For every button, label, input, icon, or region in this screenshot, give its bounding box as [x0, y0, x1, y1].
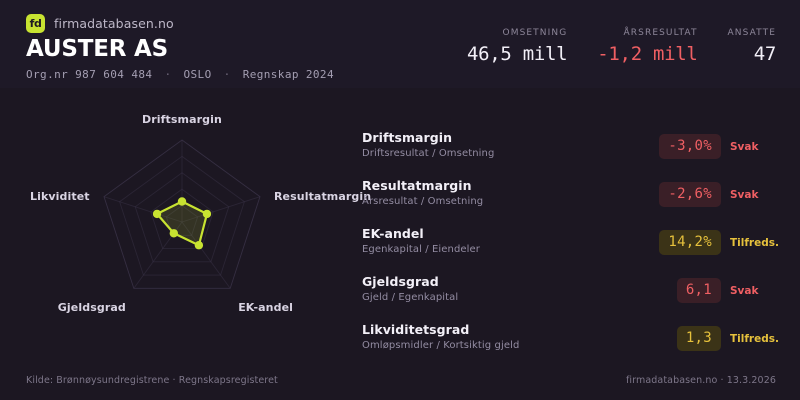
radar-axis-label-resultatmargin: Resultatmargin — [273, 189, 372, 203]
metric-value-group: 6,1 Svak — [676, 278, 782, 303]
metric-value-group: -2,6% Svak — [659, 182, 782, 207]
radar-axis-label-driftsmargin: Driftsmargin — [142, 113, 222, 126]
company-accounting-year: Regnskap 2024 — [242, 68, 334, 81]
radar-data-points — [152, 197, 212, 250]
meta-separator-1: · — [164, 68, 172, 81]
radar-chart: Driftsmargin Resultatmargin EK-andel Gje… — [0, 88, 371, 350]
metric-row[interactable]: Gjeldsgrad Gjeld / Egenkapital 6,1 Svak — [362, 274, 782, 314]
metrics-list: Driftsmargin Driftsresultat / Omsetning … — [362, 130, 782, 370]
metric-row[interactable]: EK-andel Egenkapital / Eiendeler 14,2% T… — [362, 226, 782, 266]
brand[interactable]: fd firmadatabasen.no — [26, 14, 174, 33]
metric-value-badge: -3,0% — [659, 134, 721, 159]
radar-spokes — [103, 140, 261, 289]
stat-omsetning: OMSETNING 46,5 mill — [467, 28, 568, 65]
stat-value: 47 — [753, 43, 777, 65]
header-stats: OMSETNING 46,5 mill ÅRSRESULTAT -1,2 mil… — [467, 28, 776, 65]
status-badge: Svak — [730, 284, 759, 297]
metric-row[interactable]: Likviditetsgrad Omløpsmidler / Kortsikti… — [362, 322, 782, 362]
company-orgnr: Org.nr 987 604 484 — [26, 68, 153, 81]
stat-ansatte: ANSATTE 47 — [727, 28, 777, 65]
metric-formula: Omløpsmidler / Kortsiktig gjeld — [362, 340, 520, 351]
status-badge: Svak — [730, 188, 759, 201]
header: fd firmadatabasen.no AUSTER AS Org.nr 98… — [0, 0, 800, 88]
metric-row[interactable]: Driftsmargin Driftsresultat / Omsetning … — [362, 130, 782, 170]
status-badge: Tilfreds. — [730, 332, 779, 345]
radar-axis-label-ek-andel: EK-andel — [238, 301, 293, 315]
metric-row[interactable]: Resultatmargin Årsresultat / Omsetning -… — [362, 178, 782, 218]
brand-name: firmadatabasen.no — [54, 16, 174, 31]
metric-value-badge: 1,3 — [676, 326, 721, 351]
metric-value-badge: -2,6% — [659, 182, 721, 207]
metric-value-group: 1,3 Tilfreds. — [676, 326, 782, 351]
metric-name: Resultatmargin — [362, 178, 472, 193]
company-meta: Org.nr 987 604 484 · OSLO · Regnskap 202… — [26, 68, 334, 81]
metric-formula: Årsresultat / Omsetning — [362, 196, 484, 207]
stat-value: 46,5 mill — [467, 43, 568, 65]
metric-value-badge: 6,1 — [676, 278, 721, 303]
radar-grid — [103, 139, 261, 289]
footer-credit: firmadatabasen.no · 13.3.2026 — [625, 375, 776, 386]
status-badge: Tilfreds. — [730, 236, 779, 249]
radar-data-area — [155, 200, 209, 247]
metric-value-badge: 14,2% — [659, 230, 721, 255]
metric-formula: Driftsresultat / Omsetning — [362, 148, 495, 159]
metric-formula: Egenkapital / Eiendeler — [362, 244, 481, 255]
stat-value: -1,2 mill — [597, 43, 698, 65]
firmadatabasen-logo-icon: fd — [26, 14, 45, 33]
stat-arsresultat: ÅRSRESULTAT -1,2 mill — [597, 28, 698, 65]
metric-value-group: 14,2% Tilfreds. — [659, 230, 782, 255]
radar-axis-label-likviditet: Likviditet — [30, 189, 90, 203]
stat-label: OMSETNING — [502, 28, 568, 38]
radar-chart-svg — [103, 139, 261, 289]
stat-label: ÅRSRESULTAT — [623, 28, 698, 38]
footer: Kilde: Brønnøysundregistrene · Regnskaps… — [0, 366, 800, 400]
stat-label: ANSATTE — [727, 28, 776, 38]
radar-axis-label-gjeldsgrad: Gjeldsgrad — [57, 301, 126, 315]
status-badge: Svak — [730, 140, 759, 153]
company-city: OSLO — [183, 68, 212, 81]
metric-name: Driftsmargin — [362, 130, 453, 145]
metric-name: Gjeldsgrad — [362, 274, 439, 289]
metric-name: EK-andel — [362, 226, 424, 241]
footer-source: Kilde: Brønnøysundregistrene · Regnskaps… — [26, 375, 278, 386]
metric-value-group: -3,0% Svak — [659, 134, 782, 159]
metric-name: Likviditetsgrad — [362, 322, 470, 337]
metric-formula: Gjeld / Egenkapital — [362, 292, 459, 303]
page-title: AUSTER AS — [26, 36, 169, 62]
meta-separator-2: · — [223, 68, 231, 81]
